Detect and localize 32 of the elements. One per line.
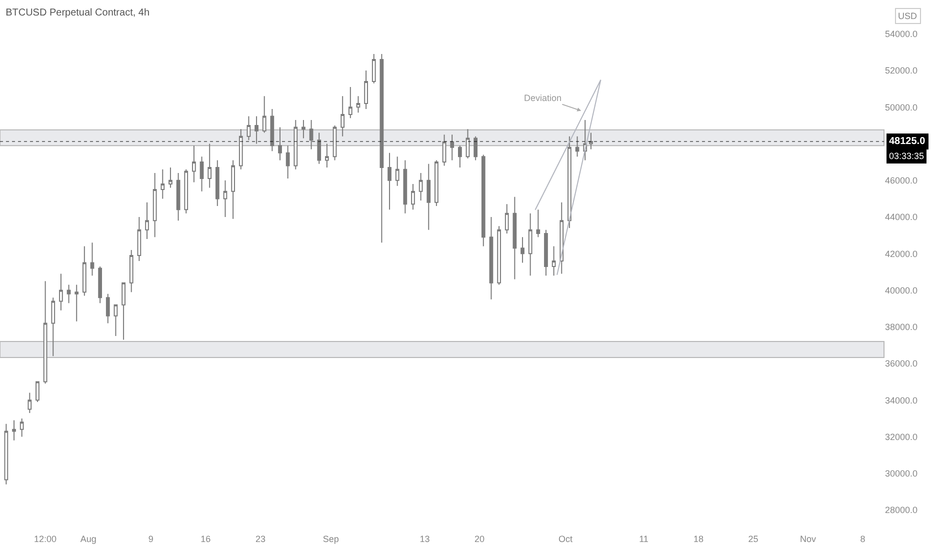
y-tick-label: 32000.0 (885, 432, 918, 442)
text: USD (898, 11, 918, 21)
x-tick-label: 18 (694, 534, 704, 544)
y-tick-label: 52000.0 (885, 66, 918, 76)
y-tick-label: 50000.0 (885, 102, 918, 112)
y-tick-label: 28000.0 (885, 505, 918, 516)
ref-line-label: 48125.0 (889, 136, 926, 147)
text: BTCUSD Perpetual Contract, 4h (6, 7, 150, 18)
x-tick-label: Oct (558, 534, 574, 544)
x-tick-label: 23 (255, 534, 266, 544)
x-tick-label: 16 (200, 534, 211, 544)
x-tick-label: Aug (80, 534, 96, 544)
x-tick-label: 20 (474, 534, 484, 544)
text: 03:33:35 (889, 151, 924, 161)
y-tick-label: 54000.0 (885, 29, 918, 40)
y-tick-label: 44000.0 (885, 212, 918, 222)
x-tick-label: 8 (860, 534, 866, 544)
y-tick-label: 38000.0 (885, 322, 918, 332)
y-tick-label: 40000.0 (885, 285, 918, 296)
x-tick-label: 9 (148, 534, 154, 544)
annotation: Deviation (524, 93, 562, 103)
x-tick-label: 11 (639, 534, 648, 544)
y-tick-label: 36000.0 (885, 358, 918, 369)
y-tick-label: 46000.0 (885, 176, 918, 186)
x-tick-label: Sep (322, 534, 339, 544)
x-tick-label: 12:00 (34, 534, 57, 544)
x-tick-label: 25 (748, 534, 758, 544)
x-tick-label: Nov (800, 534, 817, 544)
y-tick-label: 34000.0 (885, 395, 918, 406)
y-tick-label: 30000.0 (885, 468, 918, 479)
x-tick-label: 13 (420, 534, 430, 544)
y-tick-label: 42000.0 (885, 248, 918, 259)
